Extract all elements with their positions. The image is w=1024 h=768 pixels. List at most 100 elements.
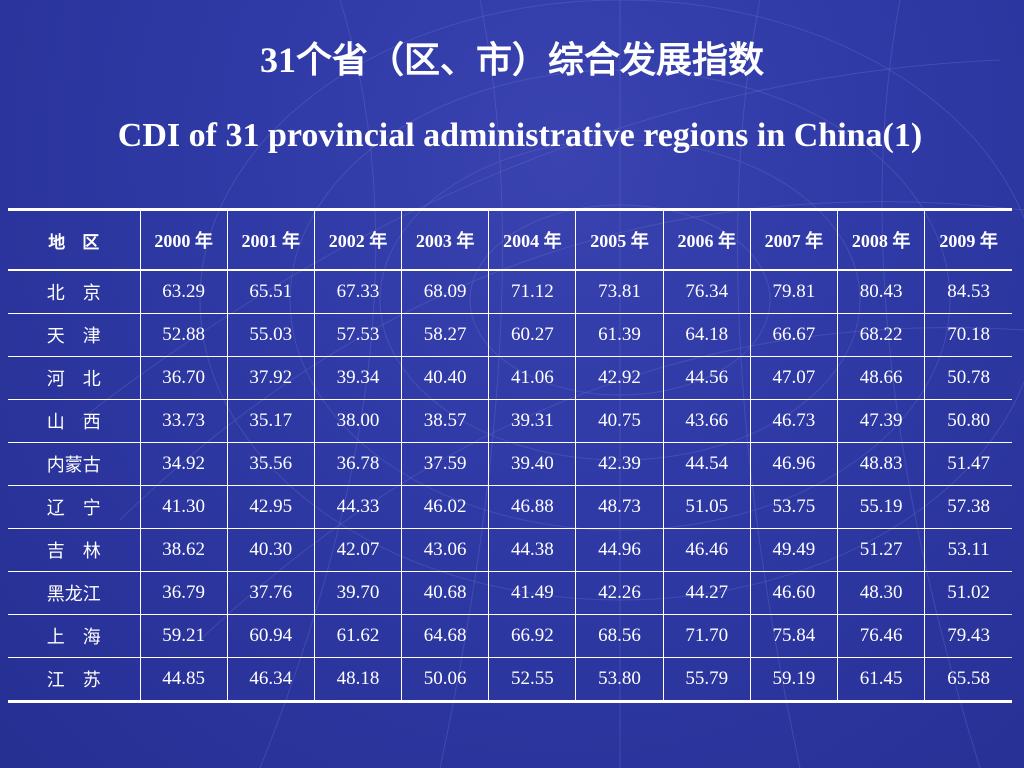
value-cell: 68.56 — [575, 614, 664, 658]
value-cell: 39.70 — [313, 571, 403, 615]
value-cell: 42.07 — [313, 528, 403, 572]
value-cell: 49.49 — [749, 528, 839, 572]
value-cell: 36.79 — [139, 571, 228, 615]
column-header: 2007 年 — [749, 211, 839, 271]
value-cell: 57.38 — [924, 485, 1012, 529]
value-cell: 41.49 — [488, 571, 577, 615]
value-cell: 48.83 — [836, 442, 926, 486]
value-cell: 42.92 — [575, 356, 664, 400]
value-cell: 60.94 — [226, 614, 315, 658]
column-header: 2006 年 — [662, 211, 751, 271]
value-cell: 50.78 — [924, 356, 1012, 400]
value-cell: 47.39 — [836, 399, 926, 443]
value-cell: 40.30 — [226, 528, 315, 572]
region-cell: 北 京 — [8, 270, 141, 314]
value-cell: 65.51 — [226, 270, 315, 314]
region-cell: 吉 林 — [8, 528, 141, 572]
value-cell: 66.67 — [749, 313, 839, 357]
column-header: 2004 年 — [488, 211, 577, 271]
table-row: 黑龙江 36.79 37.76 39.70 40.68 41.49 42.26 44.27 46… — [8, 571, 1012, 615]
value-cell: 44.33 — [313, 485, 403, 529]
column-header: 地 区 — [8, 211, 141, 271]
table-body: 北 京 63.29 65.51 67.33 68.09 71.12 73.81 76.34 79… — [8, 270, 1012, 700]
value-cell: 46.02 — [401, 485, 490, 529]
region-cell: 江 苏 — [8, 657, 141, 700]
value-cell: 51.47 — [924, 442, 1012, 486]
value-cell: 35.17 — [226, 399, 315, 443]
value-cell: 53.11 — [924, 528, 1012, 572]
table-row: 天 津 52.88 55.03 57.53 58.27 60.27 61.39 64.18 66… — [8, 313, 1012, 357]
column-header: 2008 年 — [836, 211, 926, 271]
value-cell: 41.06 — [488, 356, 577, 400]
value-cell: 38.57 — [401, 399, 490, 443]
value-cell: 47.07 — [749, 356, 839, 400]
value-cell: 52.88 — [139, 313, 228, 357]
value-cell: 70.18 — [924, 313, 1012, 357]
table-row: 辽 宁 41.30 42.95 44.33 46.02 46.88 48.73 51.05 53… — [8, 485, 1012, 529]
value-cell: 38.62 — [139, 528, 228, 572]
cdi-table-container: 地 区 2000 年 2001 年 2002 年 2003 年 2004 年 2… — [8, 208, 1012, 703]
column-header: 2005 年 — [575, 211, 664, 271]
value-cell: 61.39 — [575, 313, 664, 357]
value-cell: 48.66 — [836, 356, 926, 400]
value-cell: 55.19 — [836, 485, 926, 529]
column-header: 2000 年 — [139, 211, 228, 271]
value-cell: 68.09 — [401, 270, 490, 314]
region-cell: 内蒙古 — [8, 442, 141, 486]
table-row: 河 北 36.70 37.92 39.34 40.40 41.06 42.92 44.56 47… — [8, 356, 1012, 400]
table-row: 吉 林 38.62 40.30 42.07 43.06 44.38 44.96 46.46 49… — [8, 528, 1012, 572]
value-cell: 55.79 — [662, 657, 751, 700]
value-cell: 66.92 — [488, 614, 577, 658]
value-cell: 44.56 — [662, 356, 751, 400]
value-cell: 46.34 — [226, 657, 315, 700]
column-header: 2009 年 — [924, 211, 1012, 271]
value-cell: 36.70 — [139, 356, 228, 400]
value-cell: 59.21 — [139, 614, 228, 658]
value-cell: 53.75 — [749, 485, 839, 529]
value-cell: 75.84 — [749, 614, 839, 658]
value-cell: 51.27 — [836, 528, 926, 572]
region-cell: 辽 宁 — [8, 485, 141, 529]
value-cell: 79.81 — [749, 270, 839, 314]
page-title-chinese: 31个省（区、市）综合发展指数 — [259, 40, 764, 80]
value-cell: 63.29 — [139, 270, 228, 314]
value-cell: 55.03 — [226, 313, 315, 357]
value-cell: 67.33 — [313, 270, 403, 314]
value-cell: 48.30 — [836, 571, 926, 615]
value-cell: 73.81 — [575, 270, 664, 314]
value-cell: 68.22 — [836, 313, 926, 357]
value-cell: 33.73 — [139, 399, 228, 443]
value-cell: 37.59 — [401, 442, 490, 486]
value-cell: 52.55 — [488, 657, 577, 700]
value-cell: 44.54 — [662, 442, 751, 486]
value-cell: 58.27 — [401, 313, 490, 357]
value-cell: 48.73 — [575, 485, 664, 529]
value-cell: 79.43 — [924, 614, 1012, 658]
value-cell: 71.70 — [662, 614, 751, 658]
value-cell: 48.18 — [313, 657, 403, 700]
value-cell: 39.31 — [488, 399, 577, 443]
table-row: 北 京 63.29 65.51 67.33 68.09 71.12 73.81 76.34 79… — [8, 270, 1012, 314]
value-cell: 46.60 — [749, 571, 839, 615]
table-row: 上 海 59.21 60.94 61.62 64.68 66.92 68.56 71.70 75… — [8, 614, 1012, 658]
value-cell: 44.85 — [139, 657, 228, 700]
value-cell: 40.40 — [401, 356, 490, 400]
region-cell: 河 北 — [8, 356, 141, 400]
value-cell: 44.96 — [575, 528, 664, 572]
value-cell: 39.34 — [313, 356, 403, 400]
value-cell: 38.00 — [313, 399, 403, 443]
value-cell: 42.95 — [226, 485, 315, 529]
value-cell: 80.43 — [836, 270, 926, 314]
table-row: 山 西 33.73 35.17 38.00 38.57 39.31 40.75 43.66 46… — [8, 399, 1012, 443]
value-cell: 37.76 — [226, 571, 315, 615]
cdi-table: 地 区 2000 年 2001 年 2002 年 2003 年 2004 年 2… — [8, 211, 1012, 700]
value-cell: 64.68 — [401, 614, 490, 658]
value-cell: 51.02 — [924, 571, 1012, 615]
value-cell: 41.30 — [139, 485, 228, 529]
value-cell: 76.46 — [836, 614, 926, 658]
page-title-english: CDI of 31 provincial administrative regi… — [117, 117, 923, 154]
value-cell: 40.75 — [575, 399, 664, 443]
region-cell: 山 西 — [8, 399, 141, 443]
value-cell: 36.78 — [313, 442, 403, 486]
column-header: 2001 年 — [226, 211, 315, 271]
